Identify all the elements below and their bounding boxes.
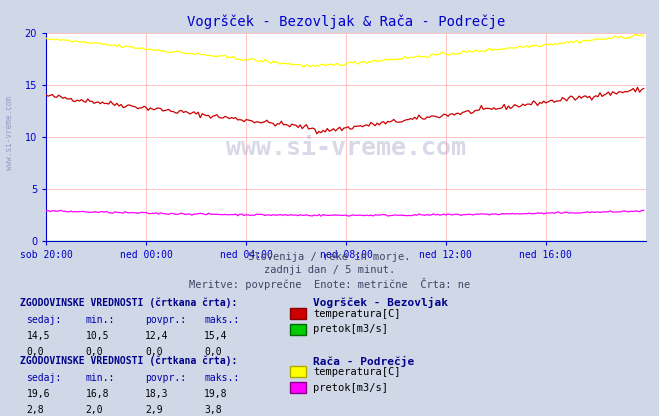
Text: pretok[m3/s]: pretok[m3/s]: [313, 383, 388, 393]
Text: sedaj:: sedaj:: [26, 315, 61, 325]
Text: zadnji dan / 5 minut.: zadnji dan / 5 minut.: [264, 265, 395, 275]
Text: pretok[m3/s]: pretok[m3/s]: [313, 324, 388, 334]
Text: sedaj:: sedaj:: [26, 373, 61, 383]
Text: povpr.:: povpr.:: [145, 373, 186, 383]
Text: www.si-vreme.com: www.si-vreme.com: [226, 136, 466, 160]
Text: 2,9: 2,9: [145, 405, 163, 415]
Text: min.:: min.:: [86, 315, 115, 325]
Text: Vogršček - Bezovljak: Vogršček - Bezovljak: [313, 297, 448, 309]
Text: 2,0: 2,0: [86, 405, 103, 415]
Text: temperatura[C]: temperatura[C]: [313, 367, 401, 377]
Text: 0,0: 0,0: [86, 347, 103, 357]
Text: 0,0: 0,0: [204, 347, 222, 357]
Text: ZGODOVINSKE VREDNOSTI (črtkana črta):: ZGODOVINSKE VREDNOSTI (črtkana črta):: [20, 356, 237, 366]
Text: ZGODOVINSKE VREDNOSTI (črtkana črta):: ZGODOVINSKE VREDNOSTI (črtkana črta):: [20, 297, 237, 308]
Text: 19,6: 19,6: [26, 389, 50, 399]
Text: maks.:: maks.:: [204, 315, 239, 325]
Text: 12,4: 12,4: [145, 331, 169, 341]
Text: Slovenija / reke in morje.: Slovenija / reke in morje.: [248, 252, 411, 262]
Text: min.:: min.:: [86, 373, 115, 383]
Text: 14,5: 14,5: [26, 331, 50, 341]
Text: 19,8: 19,8: [204, 389, 228, 399]
Text: 10,5: 10,5: [86, 331, 109, 341]
Text: 3,8: 3,8: [204, 405, 222, 415]
Text: www.si-vreme.com: www.si-vreme.com: [5, 96, 14, 170]
Text: temperatura[C]: temperatura[C]: [313, 309, 401, 319]
Title: Vogršček - Bezovljak & Rača - Podrečje: Vogršček - Bezovljak & Rača - Podrečje: [187, 15, 505, 30]
Text: 18,3: 18,3: [145, 389, 169, 399]
Text: 0,0: 0,0: [26, 347, 44, 357]
Text: maks.:: maks.:: [204, 373, 239, 383]
Text: 15,4: 15,4: [204, 331, 228, 341]
Text: 16,8: 16,8: [86, 389, 109, 399]
Text: Rača - Podrečje: Rača - Podrečje: [313, 356, 415, 367]
Text: povpr.:: povpr.:: [145, 315, 186, 325]
Text: Meritve: povprečne  Enote: metrične  Črta: ne: Meritve: povprečne Enote: metrične Črta:…: [189, 278, 470, 290]
Text: 0,0: 0,0: [145, 347, 163, 357]
Text: 2,8: 2,8: [26, 405, 44, 415]
